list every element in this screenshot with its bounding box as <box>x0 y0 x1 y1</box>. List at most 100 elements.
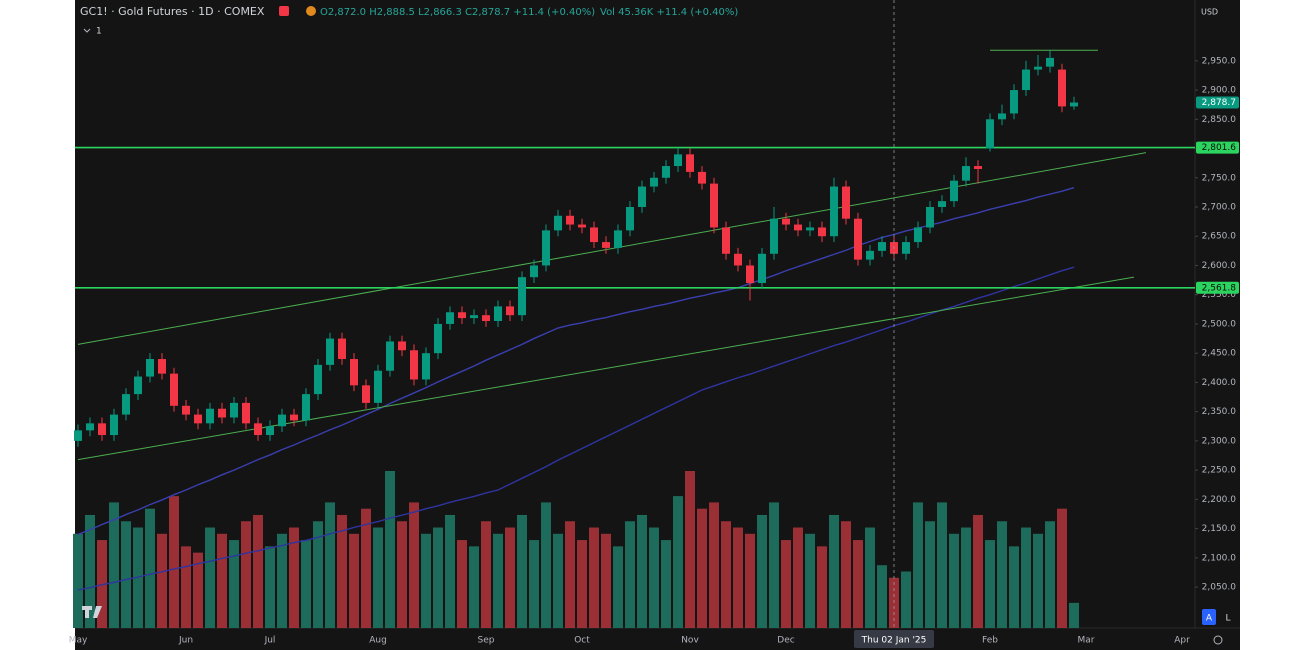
volume-bar <box>373 527 383 628</box>
candle-body <box>482 315 490 322</box>
volume-bar <box>385 471 395 628</box>
y-tick-label: 2,950.0 <box>1202 56 1237 66</box>
candle-body <box>758 253 766 284</box>
volume-bar <box>733 527 743 628</box>
ohlc-values: O2,872.0 H2,888.5 L2,866.3 C2,878.7 +11.… <box>320 7 595 18</box>
candle-body <box>938 201 946 207</box>
volume-bar <box>361 508 371 628</box>
y-tick-label: 2,250.0 <box>1202 466 1237 476</box>
indicator-count[interactable]: 1 <box>96 27 102 37</box>
settings-icon[interactable] <box>1213 635 1223 645</box>
volume-bar <box>397 521 407 628</box>
candle-body <box>1010 90 1018 114</box>
candle-body <box>158 359 166 374</box>
crosshair-label-bg <box>854 630 934 648</box>
currency[interactable]: USD <box>1201 8 1218 17</box>
y-tick-label: 2,500.0 <box>1202 319 1237 329</box>
volume-bar <box>601 533 611 628</box>
volume-bar <box>409 502 419 628</box>
auto-scale-button[interactable]: A <box>1206 614 1213 624</box>
candle-body <box>818 227 826 237</box>
candle-body <box>398 341 406 351</box>
volume-bar <box>337 514 347 628</box>
candle-body <box>674 154 682 167</box>
collapse-chevron[interactable] <box>83 28 91 33</box>
volume-bar <box>493 533 503 628</box>
volume-bar <box>541 502 551 628</box>
volume-bar <box>817 546 827 628</box>
y-tick-label: 2,300.0 <box>1202 436 1237 446</box>
volume-bar <box>613 546 623 628</box>
y-tick-label: 2,350.0 <box>1202 407 1237 417</box>
y-tick-label: 2,700.0 <box>1202 202 1237 212</box>
candle-body <box>986 119 994 149</box>
candle-body <box>770 218 778 254</box>
volume-bar <box>529 540 539 628</box>
volume-bar <box>1021 527 1031 628</box>
candle-body <box>974 166 982 169</box>
candle-body <box>962 166 970 181</box>
volume-bar <box>109 502 119 628</box>
volume-bar <box>637 514 647 628</box>
y-tick-label: 2,550.0 <box>1202 290 1237 300</box>
volume-values: Vol 45.36K +11.4 (+0.40%) <box>600 7 738 18</box>
candle-body <box>998 113 1006 120</box>
x-tick-label: Mar <box>1078 636 1095 646</box>
y-tick-label: 2,400.0 <box>1202 378 1237 388</box>
volume-bar <box>973 514 983 628</box>
volume-bar <box>265 546 275 628</box>
candle-body <box>194 414 202 424</box>
candle-body <box>602 242 610 248</box>
candle-body <box>446 312 454 324</box>
candle-body <box>122 394 130 415</box>
volume-bar <box>769 502 779 628</box>
volume-bar <box>349 533 359 628</box>
auto-scale-button-bg[interactable] <box>1202 609 1216 625</box>
level-label: 2,561.8 <box>1202 283 1237 293</box>
log-scale-button[interactable]: L <box>1225 614 1230 624</box>
flag-icon[interactable] <box>279 6 289 16</box>
plot-area <box>73 0 1195 628</box>
volume-bar <box>253 514 263 628</box>
candle-body <box>134 376 142 395</box>
volume-bar <box>169 496 179 628</box>
candle-body <box>98 423 106 436</box>
candle-body <box>1070 102 1078 107</box>
candle-body <box>854 218 862 260</box>
y-tick-label: 2,600.0 <box>1202 261 1237 271</box>
candle-body <box>218 408 226 418</box>
data-icon <box>306 6 316 16</box>
moving-average <box>77 266 1075 591</box>
candle-body <box>278 414 286 427</box>
volume-bar <box>457 540 467 628</box>
candle-body <box>950 180 958 202</box>
candle-body <box>1058 69 1066 107</box>
candle-body <box>866 250 874 260</box>
volume-bar <box>553 533 563 628</box>
moving-average <box>77 187 1075 536</box>
y-tick-label: 2,150.0 <box>1202 524 1237 534</box>
volume-bar <box>325 502 335 628</box>
volume-bar <box>505 527 515 628</box>
volume-bar <box>793 527 803 628</box>
x-tick-label: Sep <box>478 636 495 646</box>
volume-bar <box>625 521 635 628</box>
volume-bar <box>289 527 299 628</box>
volume-bar <box>445 514 455 628</box>
volume-bar <box>961 527 971 628</box>
candle-body <box>902 242 910 254</box>
candle-body <box>386 341 394 371</box>
candle-body <box>662 166 670 178</box>
candle-body <box>470 315 478 319</box>
volume-bar <box>937 502 947 628</box>
volume-bar <box>433 527 443 628</box>
volume-bar <box>1057 508 1067 628</box>
y-tick-label: 2,650.0 <box>1202 232 1237 242</box>
level-badge <box>1196 281 1239 294</box>
x-tick-label: Feb <box>982 636 998 646</box>
y-tick-label: 2,200.0 <box>1202 495 1237 505</box>
volume-bar <box>697 508 707 628</box>
symbol-title: GC1! · Gold Futures · 1D · COMEX <box>80 5 265 18</box>
x-tick-label: May <box>69 636 88 646</box>
